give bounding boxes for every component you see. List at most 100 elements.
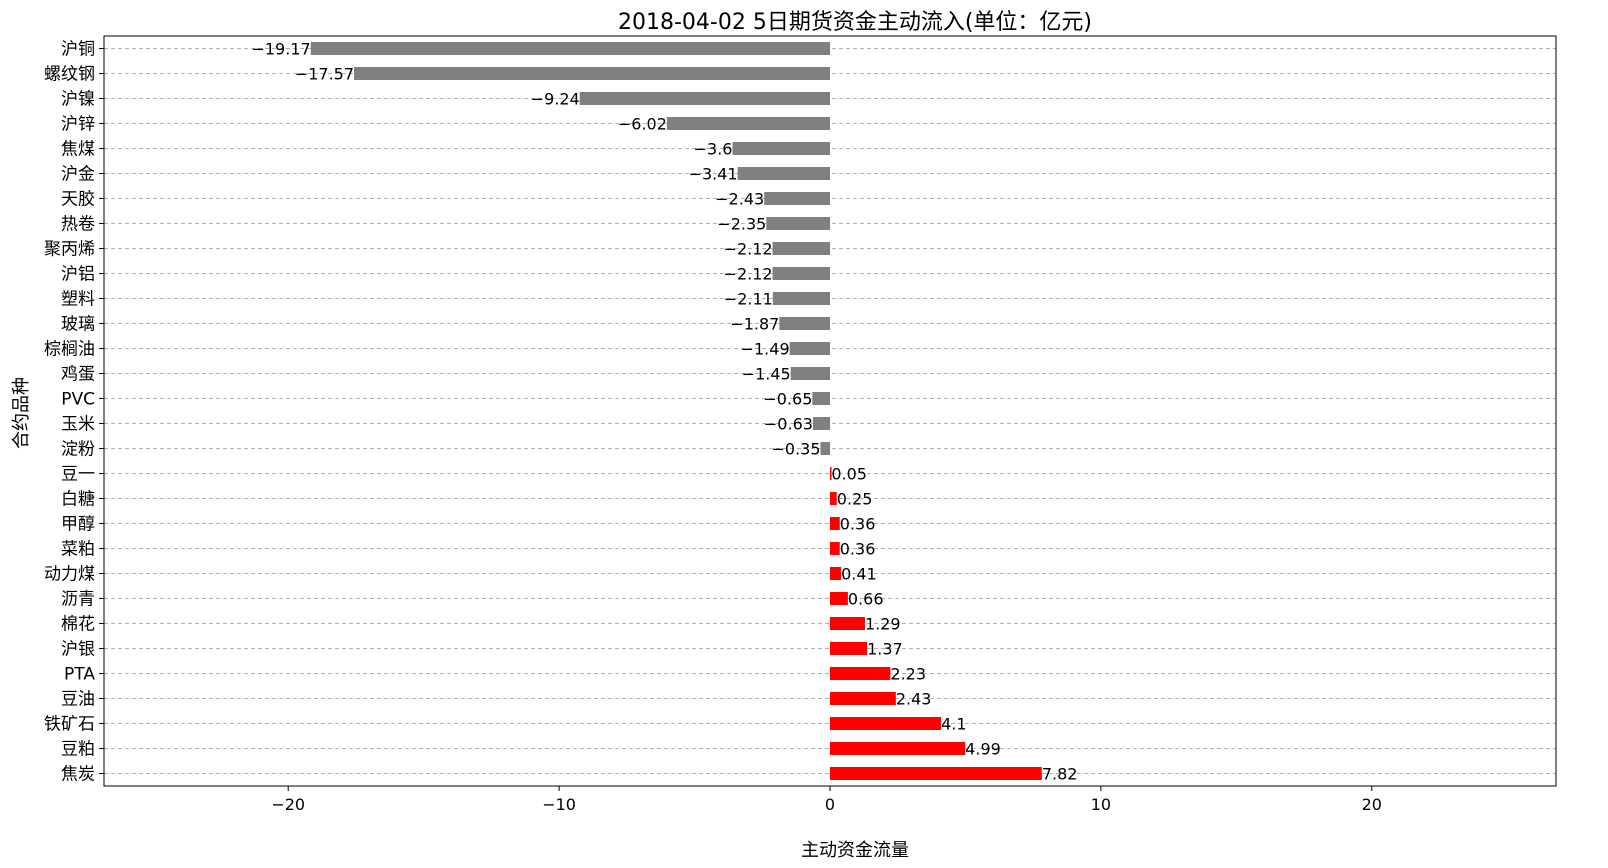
data-label-20: 0.36: [840, 515, 876, 534]
bar-1: [310, 42, 830, 55]
data-label-5: −3.6: [694, 140, 733, 159]
category-label-24: 棉花: [61, 615, 95, 635]
data-label-22: 0.41: [841, 565, 877, 584]
category-label-6: 沪金: [61, 165, 95, 185]
bar-19: [830, 492, 837, 505]
category-label-25: 沪银: [61, 640, 95, 660]
y-axis-label: 合约品种: [11, 377, 32, 449]
category-label-3: 沪镍: [61, 90, 95, 110]
x-ticks-layer: −20 −10 0 10 20: [271, 786, 1382, 814]
bar-20: [830, 517, 840, 530]
bar-10: [772, 267, 830, 280]
bars-layer: [310, 42, 1042, 780]
x-tick-label-5: 20: [1362, 795, 1382, 814]
bar-23: [830, 592, 848, 605]
category-label-23: 沥青: [61, 590, 95, 610]
category-label-4: 沪锌: [61, 115, 95, 135]
category-label-2: 螺纹钢: [44, 65, 95, 85]
category-label-22: 动力煤: [44, 565, 95, 585]
category-label-28: 铁矿石: [44, 715, 95, 735]
bar-13: [789, 342, 830, 355]
category-label-27: 豆油: [61, 690, 95, 710]
category-label-21: 菜粕: [61, 540, 95, 560]
category-label-5: 焦煤: [61, 140, 95, 160]
category-label-9: 聚丙烯: [44, 240, 95, 260]
bar-2: [354, 67, 830, 80]
bar-28: [830, 717, 942, 730]
data-label-12: −1.87: [730, 315, 779, 334]
category-label-15: PVC: [61, 390, 95, 410]
bar-7: [764, 192, 830, 205]
category-label-26: PTA: [64, 665, 95, 685]
chart-title: 2018-04-02 5日期货资金主动流入(单位：亿元): [618, 10, 1092, 35]
data-labels-layer: −19.17 −17.57 −9.24 −6.02 −3.6 −3.41 −2.43 −2.3…: [251, 40, 1077, 784]
data-label-6: −3.41: [689, 165, 738, 184]
data-label-24: 1.29: [865, 615, 901, 634]
data-label-29: 4.99: [965, 740, 1001, 759]
bar-29: [830, 742, 966, 755]
category-label-16: 玉米: [61, 415, 95, 435]
bar-26: [830, 667, 891, 680]
bar-30: [830, 767, 1042, 780]
category-label-17: 淀粉: [61, 440, 95, 460]
bar-6: [737, 167, 830, 180]
data-label-1: −19.17: [251, 40, 310, 59]
data-label-21: 0.36: [840, 540, 876, 559]
category-label-12: 玻璃: [61, 315, 95, 335]
bar-9: [772, 242, 830, 255]
bar-11: [772, 292, 830, 305]
data-label-17: −0.35: [771, 440, 820, 459]
category-label-13: 棕榈油: [44, 340, 95, 360]
data-label-3: −9.24: [531, 90, 580, 109]
data-label-2: −17.57: [295, 65, 354, 84]
category-label-1: 沪铜: [61, 40, 95, 60]
category-label-8: 热卷: [61, 215, 95, 235]
bar-24: [830, 617, 865, 630]
bar-12: [779, 317, 830, 330]
category-label-7: 天胶: [61, 190, 95, 210]
grid-layer: [104, 48, 1556, 774]
data-label-9: −2.12: [724, 240, 773, 259]
bar-22: [830, 567, 842, 580]
category-label-14: 鸡蛋: [61, 365, 95, 385]
bar-5: [732, 142, 830, 155]
x-tick-label-4: 10: [1091, 795, 1111, 814]
data-label-27: 2.43: [896, 690, 932, 709]
bar-16: [812, 417, 830, 430]
data-label-16: −0.63: [764, 415, 813, 434]
category-label-20: 甲醇: [61, 515, 95, 535]
data-label-30: 7.82: [1042, 765, 1078, 784]
category-label-11: 塑料: [61, 290, 95, 310]
bar-15: [812, 392, 830, 405]
category-label-19: 白糖: [61, 490, 95, 510]
plot-frame: [103, 35, 1557, 787]
x-tick-label-3: 0: [825, 795, 835, 814]
data-label-19: 0.25: [837, 490, 873, 509]
bar-14: [790, 367, 830, 380]
data-label-4: −6.02: [618, 115, 667, 134]
category-label-30: 焦炭: [61, 765, 95, 785]
data-label-11: −2.11: [724, 290, 773, 309]
x-tick-label-2: −10: [542, 795, 576, 814]
data-label-25: 1.37: [867, 640, 903, 659]
bar-3: [579, 92, 830, 105]
category-label-18: 豆一: [61, 465, 95, 485]
data-label-26: 2.23: [890, 665, 926, 684]
data-label-7: −2.43: [715, 190, 764, 209]
bar-25: [830, 642, 868, 655]
data-label-15: −0.65: [763, 390, 812, 409]
data-label-28: 4.1: [941, 715, 966, 734]
data-label-23: 0.66: [848, 590, 884, 609]
data-label-13: −1.49: [741, 340, 790, 359]
category-label-29: 豆粕: [61, 740, 95, 760]
bar-8: [766, 217, 830, 230]
bar-17: [820, 442, 830, 455]
x-tick-label-1: −20: [271, 795, 305, 814]
data-label-14: −1.45: [742, 365, 791, 384]
x-axis-label: 主动资金流量: [801, 840, 909, 861]
data-label-18: 0.05: [831, 465, 867, 484]
bar-18: [830, 467, 832, 480]
